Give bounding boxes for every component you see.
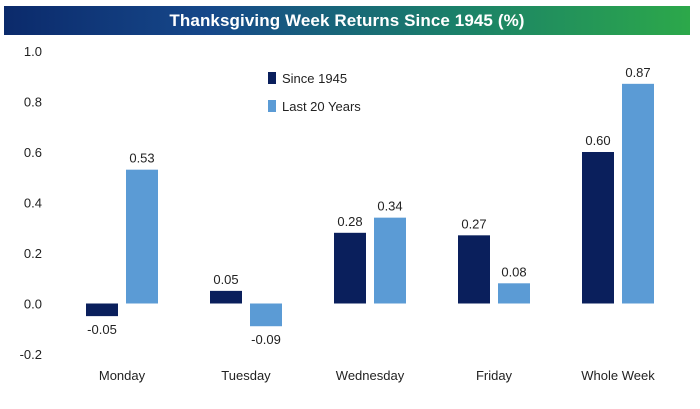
bar-last-20-years-tuesday: [250, 303, 282, 327]
data-label: 0.87: [625, 65, 650, 80]
bar-last-20-years-wednesday: [374, 217, 406, 304]
y-tick-label: 0.8: [24, 95, 42, 110]
legend-label: Since 1945: [282, 71, 347, 86]
bar-since-1945-tuesday: [210, 290, 242, 304]
bar-since-1945-monday: [86, 303, 118, 317]
data-label: 0.60: [585, 133, 610, 148]
bar-since-1945-friday: [458, 235, 490, 304]
y-tick-label: 0.6: [24, 145, 42, 160]
x-tick-label: Tuesday: [221, 368, 271, 383]
data-label: 0.34: [377, 199, 402, 214]
data-labels: -0.05 0.53 0.05 -0.09 0.28 0.34 0.27 0.08 0.60 0.…: [87, 65, 650, 347]
x-tick-label: Friday: [476, 368, 513, 383]
bar-last-20-years-friday: [498, 283, 530, 304]
legend: Since 1945 Last 20 Years: [268, 71, 361, 114]
x-tick-label: Whole Week: [581, 368, 655, 383]
data-label: 0.08: [501, 264, 526, 279]
bar-since-1945-wednesday: [334, 232, 366, 304]
bar-last-20-years-monday: [126, 169, 158, 304]
y-tick-label: -0.2: [20, 347, 42, 362]
x-tick-label: Monday: [99, 368, 146, 383]
legend-swatch: [268, 100, 276, 112]
data-label: -0.05: [87, 322, 117, 337]
legend-label: Last 20 Years: [282, 99, 361, 114]
data-label: 0.53: [129, 151, 154, 166]
data-label: -0.09: [251, 332, 281, 347]
x-tick-label: Wednesday: [336, 368, 405, 383]
y-tick-label: 0.4: [24, 196, 42, 211]
bar-since-1945-whole-week: [582, 152, 614, 304]
data-label: 0.05: [213, 272, 238, 287]
bar-last-20-years-whole-week: [622, 83, 654, 304]
legend-swatch: [268, 72, 276, 84]
y-tick-label: 0.0: [24, 297, 42, 312]
y-axis: 1.0 0.8 0.6 0.4 0.2 0.0 -0.2: [20, 44, 42, 362]
data-label: 0.28: [337, 214, 362, 229]
data-label: 0.27: [461, 216, 486, 231]
chart-title-bar: Thanksgiving Week Returns Since 1945 (%): [4, 6, 690, 35]
bars: [86, 83, 654, 327]
x-axis: Monday Tuesday Wednesday Friday Whole Week: [99, 368, 655, 383]
y-tick-label: 0.2: [24, 246, 42, 261]
chart-title: Thanksgiving Week Returns Since 1945 (%): [169, 10, 525, 30]
y-tick-label: 1.0: [24, 44, 42, 59]
